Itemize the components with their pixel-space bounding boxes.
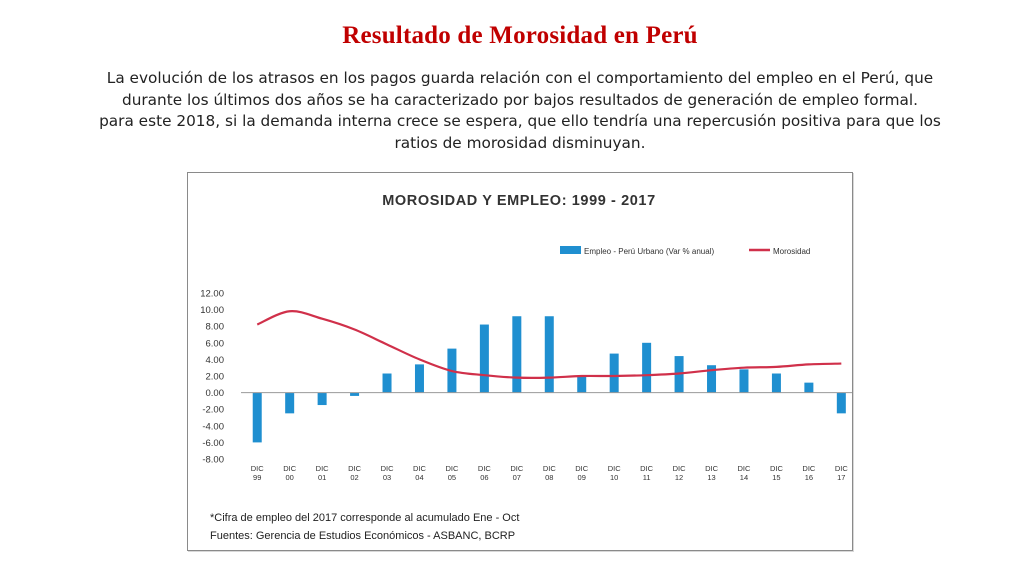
x-tick-label: DIC 11 [640,464,654,482]
x-tick-label: DIC 15 [770,464,784,482]
body-line: durante los últimos dos años se ha carac… [121,90,919,109]
body-line: La evolución de los atrasos en los pagos… [106,69,934,87]
x-tick-label: DIC 03 [381,464,395,482]
bar-empleo [609,353,619,393]
bar-empleo [285,392,295,414]
y-tick-label: -8.00 [202,455,224,466]
bar-empleo [512,316,522,393]
x-tick-label: DIC 02 [348,464,362,482]
bar-empleo [252,392,262,443]
y-axis: 12.00 10.00 8.00 6.00 4.00 2.00 0.00 -2.00 -4.00… [200,289,224,466]
bar-empleo [771,373,781,393]
bar-empleo [836,392,846,414]
legend: Empleo - Perú Urbano (Var % anual) Moros… [560,246,810,256]
bar-empleo [739,369,749,393]
bar-empleo [804,382,814,393]
y-tick-label: -4.00 [202,421,224,432]
bar-empleo [317,392,327,406]
bar-empleo [642,342,652,393]
bar-empleo [382,373,392,393]
y-tick-label: 10.00 [200,305,224,316]
x-tick-label: DIC 09 [575,464,589,482]
bar-empleo [707,365,717,393]
x-tick-label: DIC 01 [316,464,330,482]
x-tick-label: DIC 17 [835,464,849,482]
y-tick-label: 0.00 [206,388,225,399]
chart-svg: MOROSIDAD Y EMPLEO: 1999 - 2017 Empleo -… [200,193,852,542]
y-tick-label: -2.00 [202,405,224,416]
x-tick-label: DIC 07 [510,464,524,482]
x-axis: DIC 99 DIC 00 DIC 01 DIC 02 DIC 03 DIC 04 DIC 05 DIC 06… [251,464,849,482]
x-tick-label: DIC 00 [283,464,297,482]
bar-empleo [544,316,554,393]
x-tick-label: DIC 99 [251,464,265,482]
slide-body: La evolución de los atrasos en los pagos… [90,68,950,154]
x-tick-label: DIC 12 [673,464,687,482]
x-tick-label: DIC 05 [445,464,459,482]
body-line: para este 2018, si la demanda interna cr… [99,112,941,130]
y-tick-label: 6.00 [206,338,225,349]
body-line: ratios de morosidad disminuyan. [394,133,646,152]
bar-empleo [577,376,587,393]
chart-title: MOROSIDAD Y EMPLEO: 1999 - 2017 [382,193,656,209]
bar-empleo [350,392,360,396]
legend-label-morosidad: Morosidad [773,247,810,256]
legend-label-empleo: Empleo - Perú Urbano (Var % anual) [584,247,714,256]
y-tick-label: -6.00 [202,438,224,449]
x-tick-label: DIC 06 [478,464,492,482]
y-tick-label: 8.00 [206,322,225,333]
x-tick-label: DIC 13 [705,464,719,482]
y-tick-label: 4.00 [206,355,225,366]
x-tick-label: DIC 14 [738,464,752,482]
bar-series-empleo [252,316,846,443]
x-tick-label: DIC 04 [413,464,427,482]
footnote-sources: Fuentes: Gerencia de Estudios Económicos… [210,530,515,542]
y-tick-label: 12.00 [200,289,224,300]
legend-swatch-empleo [560,246,581,254]
chart-frame: MOROSIDAD Y EMPLEO: 1999 - 2017 Empleo -… [187,172,853,551]
bar-empleo [479,324,489,393]
footnote-empleo: *Cifra de empleo del 2017 corresponde al… [210,512,519,524]
slide-title: Resultado de Morosidad en Perú [342,22,698,49]
x-tick-label: DIC 08 [543,464,557,482]
y-tick-label: 2.00 [206,372,225,383]
x-tick-label: DIC 16 [802,464,816,482]
line-series-morosidad [256,310,842,380]
x-tick-label: DIC 10 [608,464,622,482]
bar-empleo [414,364,424,393]
